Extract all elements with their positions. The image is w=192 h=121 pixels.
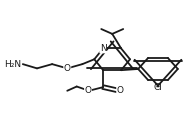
Text: O: O <box>64 64 71 73</box>
Text: N: N <box>100 44 107 53</box>
Text: H₂N: H₂N <box>4 60 21 69</box>
Text: Cl: Cl <box>154 83 163 92</box>
Text: O: O <box>84 86 92 95</box>
Text: O: O <box>117 86 124 95</box>
